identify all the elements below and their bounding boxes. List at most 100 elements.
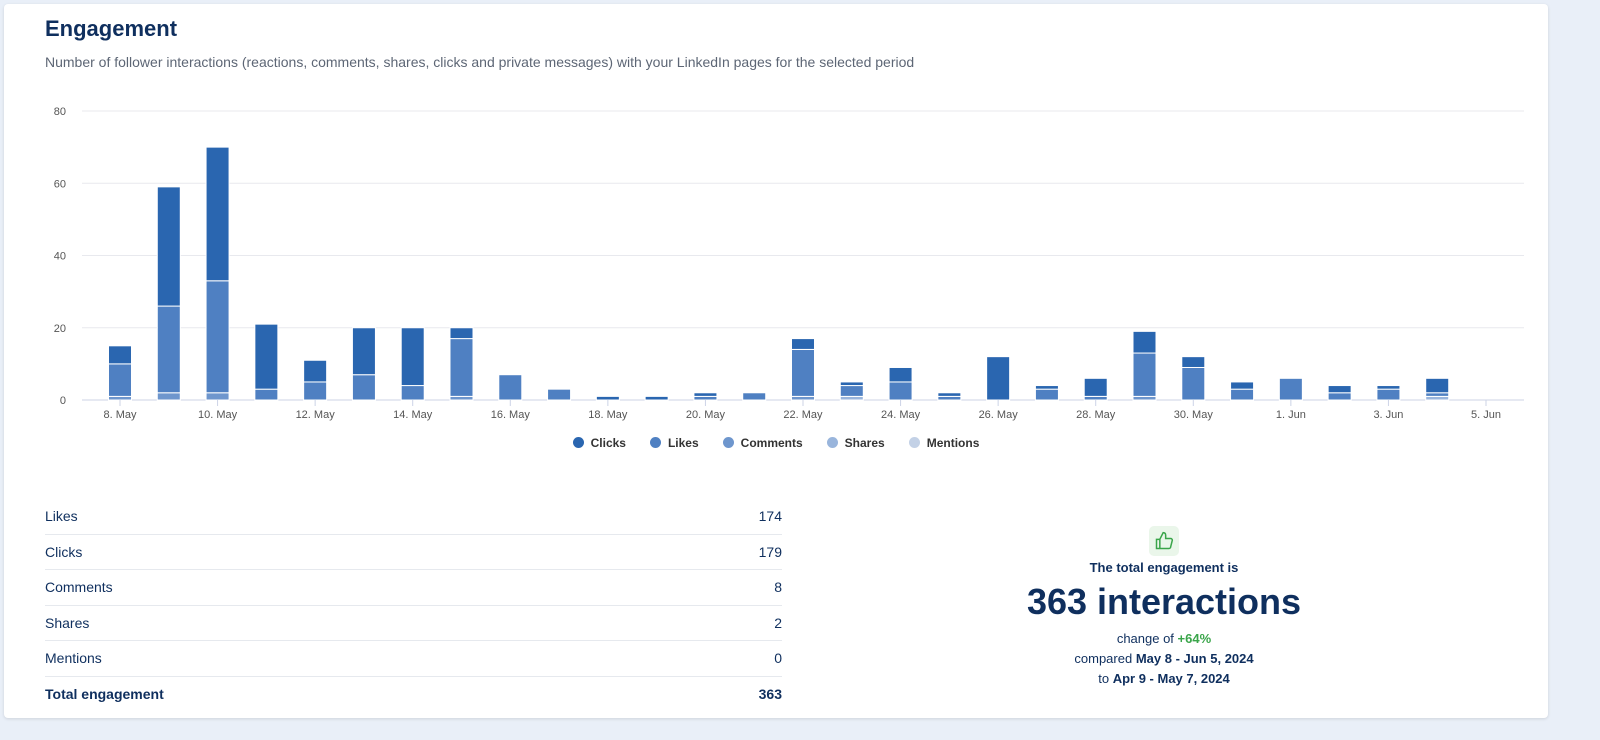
bar-likes[interactable]: [791, 348, 815, 397]
bar-clicks[interactable]: [1181, 356, 1206, 368]
row-value: 8: [774, 579, 782, 596]
table-row: Comments 8: [45, 570, 782, 606]
bar-comments[interactable]: [156, 392, 181, 401]
x-tick-label: 14. May: [393, 409, 433, 421]
engagement-table: Likes 174 Clicks 179 Comments 8 Shares 2 Mention…: [45, 499, 782, 712]
bar-likes[interactable]: [547, 388, 572, 401]
bar-likes[interactable]: [108, 363, 132, 397]
bar-clicks[interactable]: [1425, 377, 1450, 394]
x-tick-label: 8. May: [103, 409, 137, 421]
x-tick-label: 28. May: [1076, 409, 1116, 421]
bar-comments[interactable]: [108, 395, 132, 401]
bar-likes[interactable]: [1034, 388, 1059, 401]
bar-likes[interactable]: [303, 381, 328, 401]
bar-clicks[interactable]: [1376, 385, 1401, 390]
y-tick-label: 60: [54, 178, 66, 190]
x-tick-label: 30. May: [1174, 409, 1214, 421]
bar-likes[interactable]: [1181, 366, 1206, 401]
bar-clicks[interactable]: [205, 146, 230, 282]
bar-likes[interactable]: [205, 280, 230, 394]
bar-likes[interactable]: [254, 388, 279, 401]
row-value: 363: [758, 686, 782, 703]
bar-clicks[interactable]: [351, 327, 376, 376]
bar-clicks[interactable]: [254, 323, 279, 390]
x-tick-label: 5. Jun: [1471, 409, 1501, 421]
legend-item-mentions[interactable]: Mentions: [908, 436, 979, 450]
bar-likes[interactable]: [449, 338, 474, 397]
page-title: Engagement: [45, 16, 178, 41]
bar-likes[interactable]: [693, 395, 718, 401]
bar-likes[interactable]: [1132, 352, 1157, 397]
bar-clicks[interactable]: [791, 338, 815, 350]
bar-likes[interactable]: [1083, 395, 1108, 401]
bar-clicks[interactable]: [108, 345, 132, 365]
row-label: Shares: [45, 614, 90, 631]
engagement-chart: 0 20 40 60 80 8. May 10. May 12. May 14. May 16. …: [54, 106, 1524, 421]
bar-likes[interactable]: [498, 374, 523, 401]
legend-item-comments[interactable]: Comments: [722, 436, 803, 450]
bar-clicks[interactable]: [986, 356, 1011, 401]
bar-clicks[interactable]: [1034, 385, 1059, 390]
bar-likes[interactable]: [937, 395, 962, 401]
bar-shares[interactable]: [839, 395, 864, 401]
x-tick-label: 16. May: [491, 409, 531, 421]
row-value: 174: [758, 508, 782, 525]
bar-likes[interactable]: [1278, 377, 1303, 401]
bar-comments[interactable]: [205, 392, 230, 401]
legend-label: Shares: [844, 436, 885, 450]
legend-item-clicks[interactable]: Clicks: [572, 436, 626, 450]
bar-clicks[interactable]: [1083, 377, 1108, 397]
bar-comments[interactable]: [791, 395, 815, 401]
summary-total: 363 interactions: [1026, 581, 1302, 622]
summary-lead: The total engagement is: [1089, 560, 1239, 575]
bar-likes[interactable]: [742, 392, 767, 401]
table-row: Likes 174: [45, 499, 782, 535]
bar-clicks[interactable]: [693, 392, 718, 397]
current-period: May 8 - Jun 5, 2024: [1135, 651, 1254, 666]
legend-label: Comments: [740, 436, 803, 450]
legend-label: Likes: [667, 436, 699, 450]
bar-clicks[interactable]: [303, 359, 328, 383]
thumbs-up-icon: [1149, 526, 1179, 556]
bar-shares[interactable]: [1425, 395, 1450, 401]
bar-clicks[interactable]: [449, 327, 474, 340]
bar-likes[interactable]: [839, 385, 864, 397]
bar-clicks[interactable]: [1132, 330, 1157, 354]
bar-comments[interactable]: [1132, 395, 1157, 401]
x-tick-label: 3. Jun: [1373, 409, 1403, 421]
bar-likes[interactable]: [156, 305, 181, 394]
chart-legend: Clicks Likes Comments Shares Mentions: [4, 436, 1548, 450]
bar-likes[interactable]: [888, 381, 913, 401]
bar-clicks[interactable]: [937, 392, 962, 397]
x-tick-label: 22. May: [783, 409, 823, 421]
bar-clicks[interactable]: [595, 395, 620, 401]
bar-comments[interactable]: [449, 395, 474, 401]
bar-clicks[interactable]: [644, 395, 669, 401]
bar-likes[interactable]: [1230, 388, 1255, 401]
y-tick-label: 40: [54, 251, 66, 263]
bar-clicks[interactable]: [1327, 385, 1352, 394]
bar-likes[interactable]: [351, 374, 376, 401]
bar-clicks[interactable]: [1230, 381, 1255, 390]
row-label: Comments: [45, 579, 113, 596]
x-tick-label: 26. May: [979, 409, 1019, 421]
legend-dot: [908, 437, 920, 448]
engagement-summary: The total engagement is 363 interactions…: [864, 526, 1464, 689]
x-tick-label: 12. May: [296, 409, 336, 421]
bar-clicks[interactable]: [888, 366, 913, 383]
legend-item-shares[interactable]: Shares: [826, 436, 885, 450]
bar-likes[interactable]: [1327, 392, 1352, 401]
legend-dot: [649, 437, 661, 448]
bar-clicks[interactable]: [839, 381, 864, 387]
legend-item-likes[interactable]: Likes: [649, 436, 699, 450]
bar-likes[interactable]: [400, 385, 425, 401]
x-tick-label: 1. Jun: [1276, 409, 1306, 421]
x-tick-label: 18. May: [588, 409, 628, 421]
bar-likes[interactable]: [1425, 392, 1450, 397]
bar-clicks[interactable]: [156, 186, 181, 307]
bar-likes[interactable]: [1376, 388, 1401, 401]
row-label: Clicks: [45, 543, 83, 560]
legend-label: Clicks: [590, 436, 626, 450]
bar-clicks[interactable]: [400, 327, 425, 387]
row-label: Total engagement: [45, 686, 164, 703]
